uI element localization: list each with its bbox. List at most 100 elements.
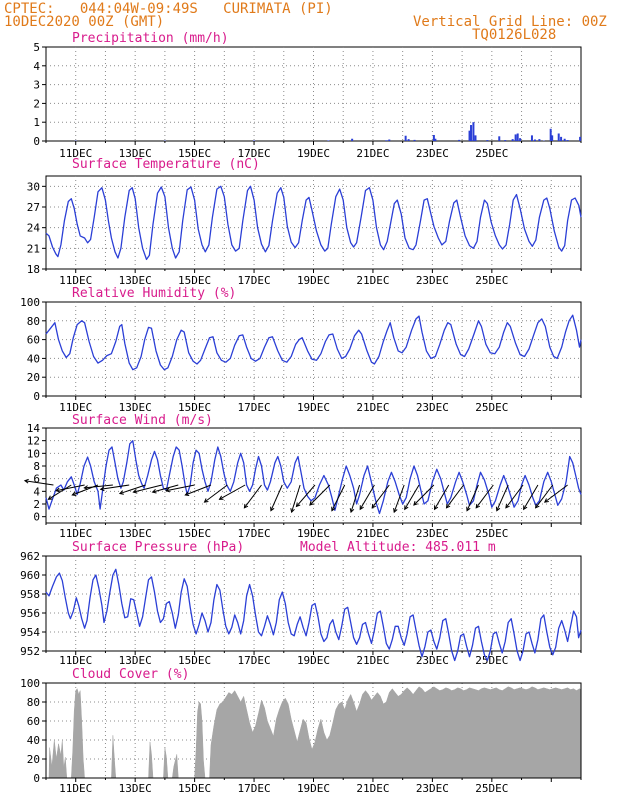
precip-bar [504,140,507,141]
wind-vector-shaft [204,484,228,503]
y-tick-label: 14 [27,422,41,435]
y-tick-label: 2 [33,498,40,511]
panel-frame-top [45,682,582,779]
y-tick-label: 10 [27,447,40,460]
wind-vector-head [47,495,53,500]
x-tick-label: 21DEC [356,782,389,795]
wind-vector-shaft [434,484,450,510]
y-tick-label: 0 [33,511,40,524]
y-tick-label: 8 [33,460,40,473]
x-tick-label: 11DEC [59,654,92,667]
wind-vector-shaft [371,484,390,509]
wind-vector-shaft [393,484,405,513]
y-tick-label: 0 [33,135,40,148]
precip-bar [551,135,554,141]
y-tick-label: 0 [33,390,40,403]
y-tick-label: 21 [27,242,40,255]
y-tick-label: 60 [27,715,40,728]
wind-vector-head [55,487,61,493]
wind-vector-head [359,505,364,511]
wind-vector-head [534,503,540,509]
x-tick-label: 13DEC [119,654,152,667]
x-tick-label: 19DEC [297,527,330,540]
wind-vector [132,484,163,494]
y-tick-label: 4 [33,485,40,498]
y-tick-label: 6 [33,473,40,486]
wind-series-line [45,440,582,515]
panel-title: Precipitation (mm/h) [72,31,229,46]
wind-vector [309,484,331,506]
x-tick-label: 15DEC [178,527,211,540]
wind-vector-shaft [523,484,539,510]
panel-rh: 0 20 40 60 80 100 11DEC 13DEC 15DEC 17DEC 19DEC 21D… [20,286,582,414]
wind-vector-head [331,506,336,512]
wind-vector-head [523,505,528,511]
wind-vector-head [445,503,451,509]
wind-vector [184,484,212,496]
x-tick-label: 23DEC [416,654,449,667]
precip-bar [566,140,569,141]
x-tick-label: 15DEC [178,401,211,414]
wind-vector-shaft [309,484,331,506]
precip-bar [413,139,416,141]
wind-vector [290,484,301,514]
wind-vector-shaft [535,484,554,509]
wind-vector-shaft [404,484,420,510]
wind-vector [55,484,85,493]
wind-vector-shaft [291,484,301,513]
x-tick-label: 21DEC [356,147,389,160]
precip-bar [486,140,489,141]
panel-temp: 18 21 24 27 30 11DEC 13DEC 15DEC 17DEC 19DEC 21DEC… [27,157,582,287]
y-tick-label: 20 [27,371,40,384]
wind-vector [543,484,568,503]
x-tick-label: 13DEC [119,274,152,287]
wind-vector [118,484,146,495]
x-tick-label: 17DEC [237,527,270,540]
precip-bar [579,136,582,141]
wind-vector-head [543,498,549,503]
wind-vector-shaft [219,484,246,500]
precip-bar [557,133,560,141]
x-tick-label: 15DEC [178,147,211,160]
y-tick-label: 3 [33,79,40,92]
wind-vector [433,484,450,511]
precip-bar [404,135,407,141]
wind-vector [523,484,539,511]
header-date-line: 10DEC2020 00Z (GMT) [4,14,165,30]
y-tick-label: 12 [27,435,40,448]
wind-vector [151,484,179,494]
wind-vector [349,484,361,514]
wind-vector [359,484,375,511]
temp-series-line [45,185,582,261]
wind-vector [404,484,420,511]
precip-bar [388,139,391,141]
x-tick-label: 25DEC [475,527,508,540]
panel-title: Surface Pressure (hPa) [72,540,244,555]
x-tick-label: 25DEC [475,274,508,287]
precip-bar [468,130,471,141]
wind-vector-shaft [84,484,113,489]
wind-vector [331,484,346,512]
y-tick-label: 0 [33,772,40,785]
wind-vector-head [203,498,209,503]
wind-vector-shaft [24,480,54,486]
precip-bar [530,135,533,141]
wind-vector [270,484,283,512]
y-tick-label: 100 [20,296,40,309]
wind-vector-shaft [475,484,494,509]
x-tick-label: 25DEC [475,401,508,414]
x-tick-label: 23DEC [416,401,449,414]
wind-vector-head [165,487,171,493]
wind-vector-shaft [56,484,85,492]
wind-vector-shaft [165,484,195,492]
wind-vector [505,484,524,509]
x-tick-label: 19DEC [297,782,330,795]
panel-annotation: Model Altitude: 485.011 m [300,540,496,555]
y-tick-label: 40 [27,734,40,747]
wind-vector-head [466,506,471,512]
y-tick-label: 2 [33,97,40,110]
x-tick-label: 25DEC [475,782,508,795]
wind-vector [23,478,54,486]
pres-series-line [45,568,582,662]
